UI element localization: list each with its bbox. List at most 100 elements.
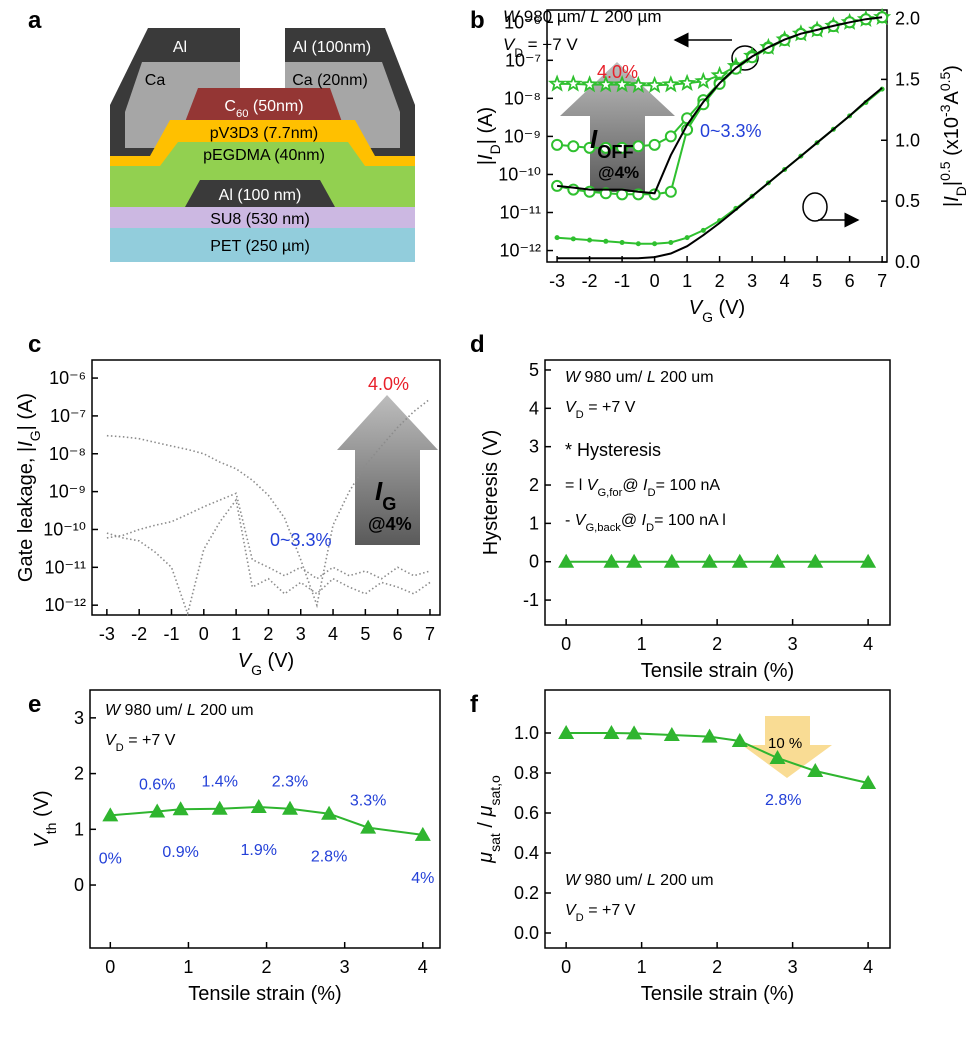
y-tick-label: 10⁻¹¹ (44, 557, 86, 577)
arrow-up (560, 62, 675, 192)
marker (567, 183, 580, 196)
marker (668, 240, 674, 246)
layer-al-gate (185, 180, 335, 207)
text-run: D (647, 487, 655, 499)
text-run: (50nm) (248, 98, 303, 115)
y-tick-label: 0.0 (514, 923, 539, 943)
text-run: V (31, 833, 53, 848)
series-line (106, 398, 431, 609)
text-run: 0.5 (937, 71, 953, 91)
layer-label: Ca (20nm) (292, 72, 368, 89)
y-axis-title: μsat / μsat,o (475, 775, 503, 864)
annotation: = l VG,for@ ID= 100 nA (565, 477, 720, 499)
x-tick-label: 2 (712, 634, 722, 654)
text-run: D (953, 186, 969, 196)
x-tick-label: -1 (163, 624, 179, 644)
annotation: 4.0% (597, 62, 638, 82)
marker (626, 725, 643, 740)
y-tick-label: 10⁻¹² (44, 595, 86, 615)
series-line (557, 87, 883, 260)
x-axis-title: Tensile strain (%) (188, 983, 341, 1005)
text-run: | (A) (15, 393, 37, 430)
marker (632, 140, 645, 153)
x-tick-label: -2 (582, 271, 598, 291)
text-run: 980 um/ (580, 872, 647, 889)
y-axis-title: Hysteresis (V) (480, 430, 502, 556)
marker (619, 240, 625, 246)
annotation: IG (375, 476, 396, 514)
arrow-up (337, 395, 438, 545)
y-tick-label: 0.8 (514, 763, 539, 783)
text-run: OFF (597, 142, 633, 162)
y-tick-label: 0.4 (514, 843, 539, 863)
y-tick-label: 1 (529, 513, 539, 533)
text-run: C (224, 98, 236, 115)
y-tick-label: -1 (523, 590, 539, 610)
text-run: L (647, 872, 656, 889)
text-run: -3 (937, 104, 953, 117)
layer-label: PET (250 µm) (210, 238, 310, 255)
point-label: 1.9% (241, 842, 277, 859)
marker (321, 805, 338, 820)
annotation: 2.8% (765, 792, 801, 809)
layer-label: Al (100nm) (293, 39, 371, 56)
text-run: | (475, 160, 497, 165)
text-run: @ (622, 477, 643, 494)
series-line (556, 16, 883, 195)
text-run: G (382, 494, 396, 514)
panel-label: f (470, 691, 479, 718)
x-tick-label: 7 (425, 624, 435, 644)
text-run: (V) (31, 790, 53, 822)
marker (700, 227, 706, 233)
text-run: W (565, 872, 582, 889)
marker (701, 553, 718, 568)
annotation: @4% (368, 514, 412, 534)
y-tick-label: 10⁻⁸ (504, 88, 541, 108)
text-run: (x10 (941, 117, 963, 161)
y-axis-title: |ID| (A) (475, 107, 503, 165)
x-tick-label: 4 (863, 634, 873, 654)
series-line (566, 732, 869, 784)
text-run: = 100 nA l (654, 512, 726, 529)
series-line (106, 498, 431, 617)
text-run: I (642, 512, 647, 529)
marker (860, 553, 877, 568)
marker (769, 553, 786, 568)
text-run: V (238, 650, 253, 672)
text-run: @ (621, 512, 642, 529)
text-run: Gate leakage, | (15, 447, 37, 582)
x-tick-label: 2 (712, 957, 722, 977)
x-tick-label: 3 (788, 957, 798, 977)
layer-su8 (110, 207, 415, 228)
text-run: th (43, 823, 59, 835)
annotation: W 980 um/ L 200 um (565, 369, 714, 386)
y-axis-title: Gate leakage, |IG| (A) (15, 393, 43, 582)
text-run: I (475, 154, 497, 160)
marker (551, 138, 564, 151)
text-run: I (15, 441, 37, 447)
text-run: V (575, 512, 587, 529)
annotation: VD = +7 V (105, 732, 176, 754)
x-tick-label: 1 (183, 957, 193, 977)
annotation: * Hysteresis (565, 440, 661, 460)
marker (677, 73, 697, 91)
marker (250, 799, 267, 814)
text-run: 200 um (656, 872, 714, 889)
text-run: D (576, 409, 584, 421)
x-tick-label: 0 (199, 624, 209, 644)
marker (564, 74, 583, 92)
layer-label: C60 (50nm) (224, 98, 303, 120)
x-axis-title: Tensile strain (%) (641, 660, 794, 682)
text-run: sat (487, 833, 503, 852)
y2-tick-label: 0.5 (895, 191, 920, 211)
text-run: = +7 V (124, 732, 176, 749)
marker (664, 185, 677, 198)
marker (635, 241, 641, 247)
annotation: 4.0% (368, 374, 409, 394)
y-tick-label: 10⁻¹¹ (499, 202, 541, 222)
y-tick-label: 1.0 (514, 723, 539, 743)
x-tick-label: 3 (340, 957, 350, 977)
x-tick-label: 3 (788, 634, 798, 654)
marker (599, 187, 612, 200)
